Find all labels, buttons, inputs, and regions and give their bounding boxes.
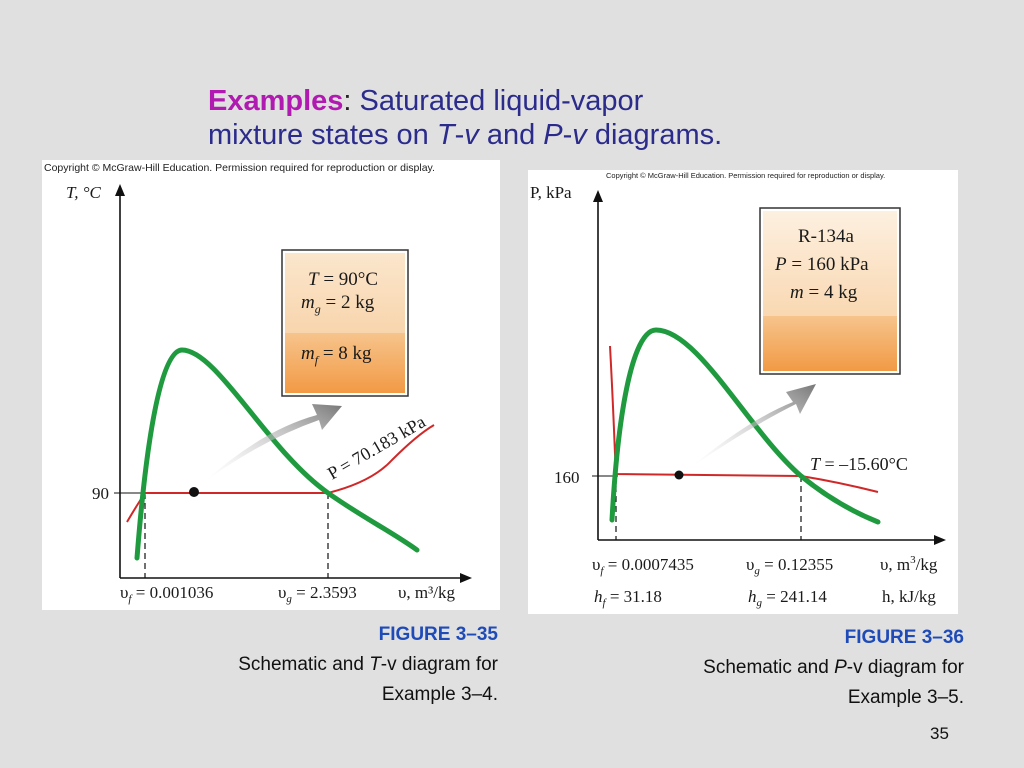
tank-liquid-mass: mf = 8 kg (301, 343, 372, 367)
title-line2-c: diagrams. (586, 119, 723, 151)
figure-caption-left: FIGURE 3–35 Schematic and T-v diagram fo… (130, 620, 498, 710)
caption-line1-right: Schematic and P-v diagram for (703, 657, 964, 678)
t-axis-arrowhead (115, 184, 125, 196)
title-dash2: - (562, 119, 573, 151)
title-T: T (436, 119, 455, 151)
p-tick-160: 160 (554, 468, 580, 487)
v-axis-arrowhead (460, 573, 472, 583)
tank-liquid-region (285, 333, 405, 393)
title-line1: Saturated liquid-vapor (351, 85, 644, 117)
state-arrow-right (690, 384, 816, 468)
figure-tv-diagram: Copyright © McGraw-Hill Education. Permi… (42, 160, 500, 610)
figure-pv-diagram: Copyright © McGraw-Hill Education. Permi… (528, 170, 958, 614)
p-axis-label: P, kPa (530, 183, 572, 202)
title-line2-b: and (478, 119, 544, 151)
tank-substance: R-134a (798, 226, 855, 247)
saturation-dome (134, 347, 420, 561)
h-axis-label: h, kJ/kg (882, 587, 936, 606)
title-v2: v (572, 119, 587, 151)
vg-value-label-right: υg = 0.12355 (746, 555, 833, 577)
figure-number-left: FIGURE 3–35 (378, 624, 498, 645)
caption-line2-left: Example 3–4. (381, 684, 498, 705)
state-arrow (204, 404, 342, 482)
tank-vapor-region (285, 253, 405, 333)
p-axis-arrowhead (593, 190, 603, 202)
isotherm-label: T = –15.60°C (810, 454, 908, 474)
state-point (189, 487, 199, 497)
caption-line2-right: Example 3–5. (847, 687, 964, 708)
v-axis-label: υ, m³/kg (398, 583, 455, 602)
v-axis-label-right: υ, m3/kg (880, 554, 938, 574)
tank-temperature: T = 90°C (308, 269, 378, 290)
title-dash1: - (454, 119, 465, 151)
vf-value-label: υf = 0.001036 (120, 583, 213, 605)
vg-value-label: υg = 2.3593 (278, 583, 357, 605)
tank-mass: m = 4 kg (790, 282, 858, 303)
saturation-dome-right (609, 327, 881, 525)
figure-number-right: FIGURE 3–36 (844, 627, 964, 648)
page-number: 35 (930, 724, 949, 743)
t-tick-90: 90 (92, 484, 109, 503)
slide-title: Examples: Saturated liquid-vapor mixture… (208, 84, 808, 152)
vf-value-label-right: υf = 0.0007435 (592, 555, 694, 577)
copyright-notice-left: Copyright © McGraw-Hill Education. Permi… (44, 162, 435, 174)
tank-pressure: P = 160 kPa (774, 254, 869, 275)
title-P: P (543, 119, 563, 151)
tv-diagram-svg: T, °C 90 T = 90°C mg = 2 kg mf = 8 kg P … (66, 183, 472, 605)
figure-caption-right: FIGURE 3–36 Schematic and P-v diagram fo… (570, 623, 964, 713)
hf-value-label: hf = 31.18 (594, 587, 662, 609)
tank-vapor-mass: mg = 2 kg (301, 292, 375, 316)
pv-diagram-svg: P, kPa 160 R-134a P = 160 kPa m = 4 kg T… (530, 183, 946, 609)
title-line2-a: mixture states on (208, 119, 437, 151)
title-v1: v (464, 119, 479, 151)
t-axis-label: T, °C (66, 183, 101, 202)
tank-liquid-region-right (763, 316, 897, 371)
title-colon: : (343, 85, 352, 117)
tank-vapor-region-right (763, 211, 897, 316)
v-axis-right-arrowhead (934, 535, 946, 545)
isobar-curve (126, 424, 435, 523)
hg-value-label: hg = 241.14 (748, 587, 827, 609)
copyright-notice-right: Copyright © McGraw-Hill Education. Permi… (606, 171, 886, 180)
title-keyword: Examples (208, 85, 344, 117)
state-point-right (674, 470, 684, 480)
caption-line1-left: Schematic and T-v diagram for (238, 654, 498, 675)
